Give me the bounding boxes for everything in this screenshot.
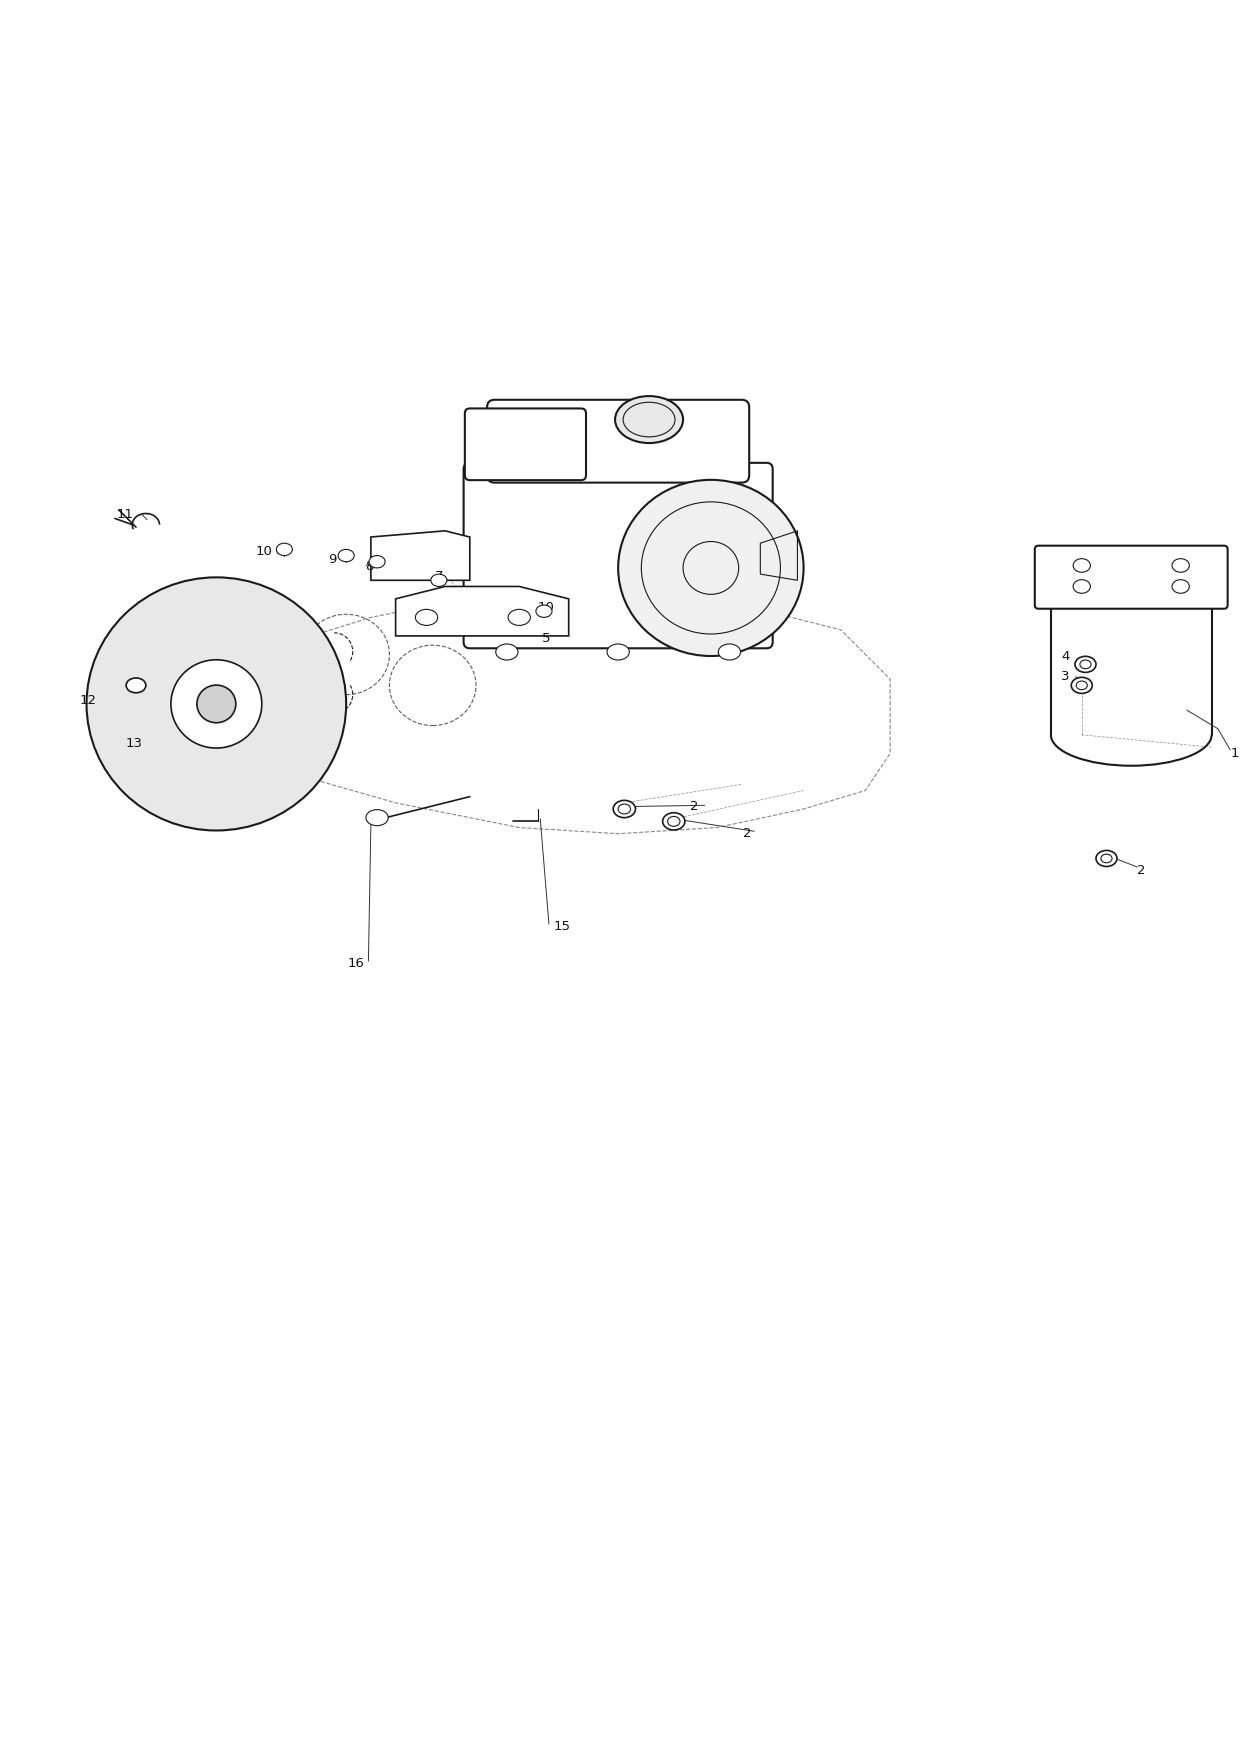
Ellipse shape (1071, 677, 1092, 693)
Ellipse shape (1073, 560, 1090, 572)
Text: 9: 9 (327, 553, 336, 567)
Polygon shape (371, 531, 470, 581)
Ellipse shape (339, 549, 355, 561)
Text: 3: 3 (1061, 670, 1069, 684)
Ellipse shape (508, 609, 531, 626)
Text: 15: 15 (554, 919, 570, 933)
Ellipse shape (619, 481, 804, 656)
Ellipse shape (415, 609, 438, 626)
Text: 8: 8 (365, 560, 373, 574)
Ellipse shape (126, 679, 146, 693)
Ellipse shape (496, 644, 518, 660)
Ellipse shape (1172, 560, 1189, 572)
Ellipse shape (1075, 656, 1096, 672)
FancyBboxPatch shape (465, 409, 587, 481)
Ellipse shape (430, 574, 446, 586)
Text: 5: 5 (542, 631, 551, 645)
Ellipse shape (277, 544, 293, 556)
Text: 16: 16 (348, 958, 365, 970)
Ellipse shape (1172, 579, 1189, 593)
Text: 4: 4 (1061, 651, 1069, 663)
Ellipse shape (366, 810, 388, 826)
Ellipse shape (608, 644, 629, 660)
Text: 7: 7 (435, 570, 444, 582)
Text: 10: 10 (255, 545, 272, 558)
FancyBboxPatch shape (464, 463, 773, 649)
Ellipse shape (1096, 851, 1117, 866)
Text: 1: 1 (1230, 747, 1239, 759)
Text: 12: 12 (79, 695, 97, 707)
Ellipse shape (1073, 579, 1090, 593)
Ellipse shape (370, 556, 386, 568)
FancyBboxPatch shape (487, 400, 749, 482)
Ellipse shape (87, 577, 346, 830)
Text: 2: 2 (689, 800, 698, 814)
Text: 2: 2 (1137, 865, 1146, 877)
Text: 11: 11 (117, 509, 134, 521)
Text: 13: 13 (125, 737, 143, 751)
Ellipse shape (171, 660, 262, 747)
Ellipse shape (536, 605, 552, 617)
Ellipse shape (197, 686, 236, 723)
Polygon shape (396, 586, 569, 637)
Ellipse shape (718, 644, 740, 660)
FancyBboxPatch shape (1035, 545, 1228, 609)
Ellipse shape (662, 812, 684, 830)
Text: 10: 10 (538, 602, 554, 614)
Text: 2: 2 (743, 828, 751, 840)
Ellipse shape (615, 396, 683, 444)
Ellipse shape (614, 800, 635, 817)
